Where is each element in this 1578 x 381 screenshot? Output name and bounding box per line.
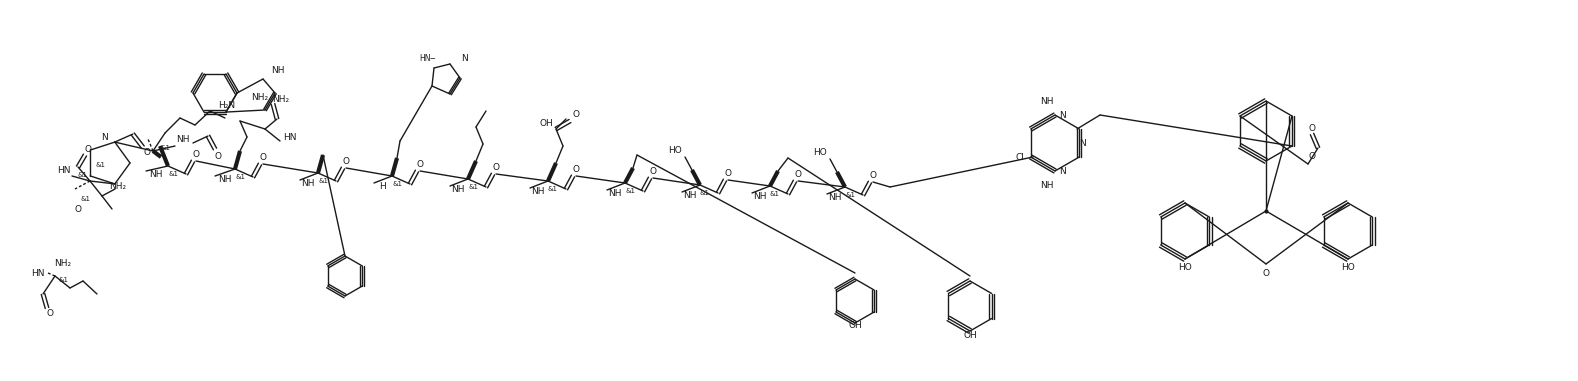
Text: &1: &1 — [391, 181, 402, 187]
Text: HN─: HN─ — [418, 53, 436, 62]
Text: NH₂: NH₂ — [251, 93, 268, 101]
Text: O: O — [342, 157, 349, 165]
Text: O: O — [417, 160, 423, 168]
Text: NH: NH — [828, 192, 841, 202]
Text: O: O — [650, 166, 656, 176]
Text: O: O — [573, 109, 579, 118]
Text: O: O — [1308, 123, 1316, 133]
Text: HN: HN — [57, 165, 71, 174]
Text: &1: &1 — [167, 171, 178, 177]
Text: &1: &1 — [770, 191, 780, 197]
Text: O: O — [193, 149, 199, 158]
Text: NH: NH — [218, 174, 232, 184]
Text: &1: &1 — [844, 192, 855, 198]
Text: O: O — [492, 163, 500, 171]
Text: &1: &1 — [235, 174, 245, 180]
Text: N: N — [461, 53, 467, 62]
Text: HO: HO — [1179, 264, 1191, 272]
Text: &1: &1 — [95, 162, 106, 168]
Text: NH₂: NH₂ — [109, 181, 126, 190]
Text: N: N — [1079, 139, 1086, 147]
Text: &1: &1 — [625, 188, 634, 194]
Text: O: O — [85, 144, 92, 154]
Text: NH: NH — [683, 190, 697, 200]
Text: NH: NH — [1040, 181, 1054, 189]
Text: O: O — [144, 147, 150, 157]
Text: O: O — [1308, 152, 1316, 160]
Text: HN: HN — [32, 269, 44, 277]
Text: O: O — [74, 205, 82, 213]
Text: Cl: Cl — [1016, 152, 1024, 162]
Text: &1: &1 — [319, 178, 328, 184]
Text: H: H — [379, 181, 385, 190]
Text: OH: OH — [847, 322, 862, 330]
Text: &1: &1 — [80, 196, 90, 202]
Text: HN: HN — [282, 133, 297, 141]
Text: NH: NH — [753, 192, 767, 200]
Text: N: N — [101, 133, 107, 141]
Text: HO: HO — [667, 146, 682, 155]
Text: &1: &1 — [548, 186, 559, 192]
Text: NH: NH — [1040, 96, 1054, 106]
Text: NH: NH — [150, 170, 163, 179]
Text: NH: NH — [608, 189, 622, 197]
Text: O: O — [573, 165, 579, 173]
Text: OH: OH — [963, 331, 977, 341]
Text: NH: NH — [177, 134, 189, 144]
Text: NH: NH — [532, 187, 544, 195]
Text: N: N — [1059, 110, 1067, 120]
Text: &1: &1 — [58, 277, 68, 283]
Text: &1: &1 — [469, 184, 478, 190]
Text: O: O — [215, 152, 221, 160]
Text: HO: HO — [1341, 264, 1356, 272]
Text: NH₂: NH₂ — [54, 259, 71, 269]
Text: O: O — [794, 170, 802, 179]
Text: NH: NH — [451, 184, 466, 194]
Text: O: O — [724, 168, 732, 178]
Text: &1: &1 — [701, 190, 710, 196]
Text: O: O — [46, 309, 54, 319]
Text: NH: NH — [271, 66, 284, 75]
Text: O: O — [869, 171, 876, 179]
Text: &1: &1 — [159, 145, 170, 151]
Text: HO: HO — [813, 147, 827, 157]
Text: NH: NH — [301, 179, 314, 187]
Text: N: N — [1059, 166, 1067, 176]
Text: OH: OH — [540, 118, 552, 128]
Text: H₂N: H₂N — [218, 101, 235, 109]
Text: O: O — [259, 152, 267, 162]
Text: &1: &1 — [77, 172, 87, 178]
Text: O: O — [1262, 269, 1269, 279]
Text: NH₂: NH₂ — [273, 94, 289, 104]
